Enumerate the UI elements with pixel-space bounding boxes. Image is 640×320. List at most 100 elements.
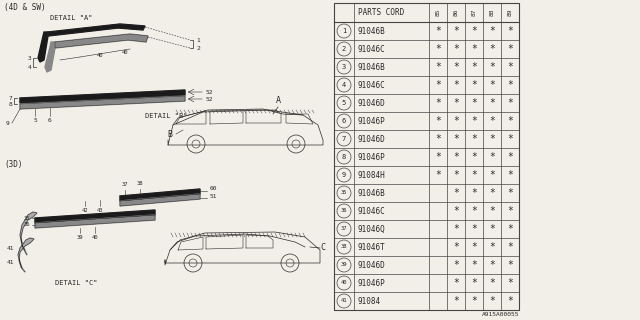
Text: A915A00055: A915A00055 (481, 313, 519, 317)
Polygon shape (20, 90, 185, 103)
Text: *: * (507, 224, 513, 234)
Text: 91046B: 91046B (357, 62, 385, 71)
Polygon shape (18, 238, 34, 272)
Text: *: * (471, 278, 477, 288)
Text: *: * (471, 116, 477, 126)
Text: 91046P: 91046P (357, 278, 385, 287)
Text: 41: 41 (340, 299, 348, 303)
Text: 91046D: 91046D (357, 260, 385, 269)
Text: *: * (507, 260, 513, 270)
Text: 41: 41 (6, 245, 13, 251)
Text: 91046C: 91046C (357, 44, 385, 53)
Text: 41: 41 (6, 260, 13, 266)
Text: 91046T: 91046T (357, 243, 385, 252)
Text: 91046C: 91046C (357, 206, 385, 215)
Polygon shape (55, 34, 148, 48)
Text: 91084H: 91084H (357, 171, 385, 180)
Text: 91046D: 91046D (357, 99, 385, 108)
Text: *: * (471, 260, 477, 270)
Text: *: * (489, 80, 495, 90)
Text: 52: 52 (206, 97, 214, 101)
Text: C: C (321, 244, 326, 252)
Text: 37: 37 (340, 227, 348, 231)
Text: *: * (489, 98, 495, 108)
Text: *: * (489, 188, 495, 198)
Text: *: * (471, 26, 477, 36)
Text: 3: 3 (342, 64, 346, 70)
Text: *: * (435, 152, 441, 162)
Text: 43: 43 (97, 208, 103, 213)
Text: B: B (168, 130, 173, 139)
Text: *: * (489, 152, 495, 162)
Text: *: * (435, 26, 441, 36)
Text: 7: 7 (8, 95, 12, 100)
Text: *: * (453, 116, 459, 126)
Text: *: * (507, 188, 513, 198)
Text: *: * (453, 224, 459, 234)
Text: *: * (507, 170, 513, 180)
Text: *: * (471, 134, 477, 144)
Text: 40: 40 (340, 281, 348, 285)
Text: DETAIL "C": DETAIL "C" (55, 280, 97, 286)
Text: *: * (471, 152, 477, 162)
Text: *: * (489, 242, 495, 252)
Text: 40: 40 (122, 50, 128, 55)
Text: *: * (435, 134, 441, 144)
Text: *: * (507, 134, 513, 144)
Text: *: * (453, 296, 459, 306)
Polygon shape (20, 96, 185, 109)
Text: *: * (507, 152, 513, 162)
Text: *: * (489, 134, 495, 144)
Text: 91046B: 91046B (357, 188, 385, 197)
Text: *: * (435, 44, 441, 54)
Text: *: * (471, 170, 477, 180)
Text: *: * (507, 116, 513, 126)
Text: 39: 39 (340, 262, 348, 268)
Text: 9: 9 (6, 121, 10, 125)
Text: 91046P: 91046P (357, 153, 385, 162)
Text: 37: 37 (122, 182, 128, 187)
Text: *: * (507, 44, 513, 54)
Text: *: * (507, 26, 513, 36)
Text: *: * (471, 296, 477, 306)
Text: *: * (453, 44, 459, 54)
Text: *: * (489, 278, 495, 288)
Polygon shape (45, 42, 55, 72)
Text: *: * (489, 206, 495, 216)
Text: 88: 88 (490, 9, 495, 16)
Text: 35: 35 (24, 215, 30, 220)
Text: *: * (471, 206, 477, 216)
Text: 8: 8 (342, 154, 346, 160)
Text: 91046D: 91046D (357, 134, 385, 143)
Polygon shape (20, 212, 37, 255)
Text: *: * (489, 44, 495, 54)
Text: 60: 60 (210, 186, 218, 190)
Text: 8: 8 (8, 101, 12, 107)
Text: 91084: 91084 (357, 297, 380, 306)
Text: *: * (471, 224, 477, 234)
Text: 91046P: 91046P (357, 116, 385, 125)
Polygon shape (35, 210, 155, 223)
Text: 3: 3 (28, 55, 31, 60)
Polygon shape (120, 194, 200, 206)
Text: *: * (453, 170, 459, 180)
Text: 5: 5 (33, 118, 37, 123)
Text: *: * (489, 62, 495, 72)
Text: *: * (453, 260, 459, 270)
Text: *: * (453, 152, 459, 162)
Text: *: * (507, 296, 513, 306)
Polygon shape (120, 189, 200, 201)
Text: 7: 7 (342, 136, 346, 142)
Text: 91046C: 91046C (357, 81, 385, 90)
Text: 1: 1 (196, 37, 200, 43)
Text: *: * (489, 296, 495, 306)
Text: *: * (435, 170, 441, 180)
Text: 52: 52 (206, 90, 214, 94)
Text: *: * (453, 134, 459, 144)
Text: 87: 87 (472, 9, 477, 16)
Text: (4D & SW): (4D & SW) (4, 3, 45, 12)
Text: 91046B: 91046B (357, 27, 385, 36)
Text: PARTS CORD: PARTS CORD (358, 8, 404, 17)
Text: 40: 40 (92, 235, 99, 240)
Polygon shape (48, 24, 145, 36)
